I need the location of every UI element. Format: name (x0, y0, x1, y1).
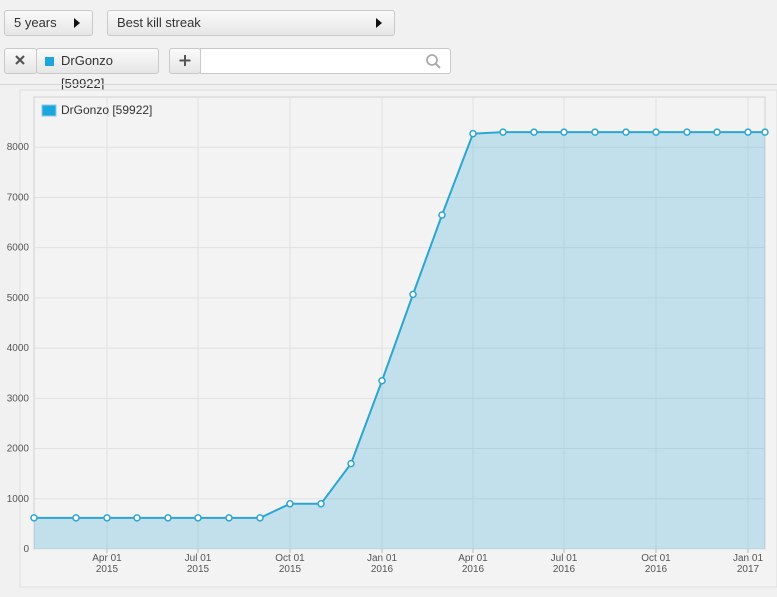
y-tick-label: 2000 (7, 444, 30, 455)
x-tick-label: 2016 (553, 564, 576, 575)
x-tick-label: 2016 (462, 564, 485, 575)
x-tick-label: Oct 01 (641, 553, 671, 564)
point (469, 129, 477, 138)
area (34, 132, 765, 549)
period-label: 5 years (14, 15, 57, 30)
y-tick-label: 8000 (7, 142, 30, 153)
point (409, 290, 417, 299)
remove-icon (15, 55, 25, 65)
point (194, 514, 202, 522)
remove-button[interactable] (4, 48, 37, 74)
x-tick-label: Jan 01 (733, 553, 763, 564)
x-tick-label: 2015 (96, 564, 119, 575)
x-tick-label: Oct 01 (275, 553, 305, 564)
point (652, 128, 660, 136)
point (164, 514, 172, 522)
point (683, 128, 691, 136)
point (530, 128, 538, 136)
point (72, 514, 80, 522)
point (286, 500, 294, 508)
point (103, 514, 111, 522)
point (133, 514, 141, 522)
y-tick-label: 5000 (7, 293, 30, 304)
point (622, 128, 630, 136)
point (713, 128, 721, 136)
point (347, 459, 355, 468)
plot-area (33, 96, 766, 550)
x-tick-label: 2015 (187, 564, 210, 575)
point (438, 211, 446, 219)
y-tick-label: 1000 (7, 494, 30, 505)
dropdown-arrow (376, 18, 382, 28)
player-swatch (45, 57, 54, 66)
x-tick-label: 2015 (279, 564, 302, 575)
metric-dropdown[interactable]: Best kill streak (107, 10, 395, 36)
y-tick-label: 3000 (7, 393, 30, 404)
add-icon (179, 55, 191, 66)
point (744, 128, 752, 136)
separator (0, 84, 777, 85)
metric-label: Best kill streak (117, 15, 201, 30)
point (225, 514, 233, 522)
y-tick-label: 4000 (7, 343, 30, 354)
x-tick-label: Jul 01 (551, 553, 578, 564)
point (30, 514, 38, 522)
legend-label: DrGonzo [59922] (61, 103, 152, 117)
legend-swatch (41, 104, 57, 117)
add-button[interactable] (169, 48, 201, 74)
point (256, 514, 264, 522)
x-tick-label: Jul 01 (185, 553, 212, 564)
point (591, 128, 599, 136)
player-label: DrGonzo [59922] (61, 53, 114, 91)
x-tick-label: 2016 (371, 564, 394, 575)
x-tick-label: Jan 01 (367, 553, 397, 564)
x-tick-label: 2017 (737, 564, 760, 575)
x-tick-label: Apr 01 (458, 553, 488, 564)
x-tick-label: 2016 (645, 564, 668, 575)
point (317, 500, 325, 508)
point (761, 128, 769, 136)
y-tick-label: 6000 (7, 243, 30, 254)
y-tick-label: 0 (23, 544, 29, 555)
point (378, 377, 386, 385)
y-tick-label: 7000 (7, 192, 30, 203)
player-chip[interactable]: DrGonzo [59922] (36, 48, 159, 91)
x-tick-label: Apr 01 (92, 553, 122, 564)
dropdown-arrow (74, 18, 80, 28)
search-input[interactable] (200, 48, 451, 74)
point (499, 128, 507, 136)
search-icon (426, 54, 441, 69)
period-dropdown[interactable]: 5 years (4, 10, 93, 36)
point (560, 128, 568, 136)
